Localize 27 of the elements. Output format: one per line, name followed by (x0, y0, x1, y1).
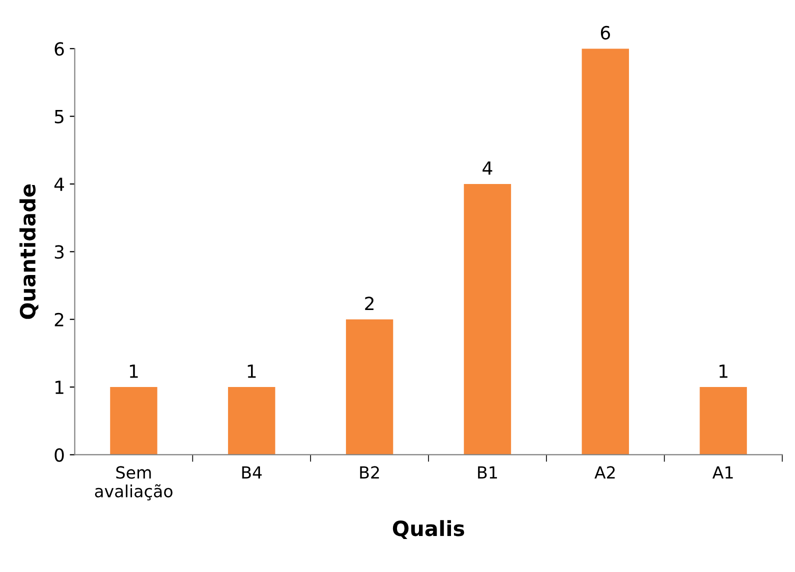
bar (700, 387, 747, 455)
x-tick-label: A2 (594, 466, 615, 479)
y-axis-title: Quantidade (19, 184, 38, 319)
data-label: 4 (482, 162, 492, 175)
bar (582, 48, 629, 455)
data-label: 2 (365, 296, 374, 310)
x-tick-label: B2 (360, 466, 379, 479)
y-tick-label: 4 (54, 178, 64, 191)
bar (464, 184, 512, 455)
bar (346, 319, 394, 455)
x-tick-label: Sem avaliação (95, 466, 172, 500)
x-tick-label: A1 (712, 466, 733, 479)
x-tick-label: B1 (478, 466, 497, 479)
y-tick-label: 6 (54, 42, 64, 56)
x-axis-title: Qualis (392, 520, 464, 539)
y-tick-label: 5 (54, 110, 64, 124)
y-tick-label: 0 (54, 448, 64, 462)
bar (228, 387, 276, 455)
y-tick-label: 3 (54, 245, 64, 259)
data-label: 1 (720, 364, 728, 378)
data-label: 1 (130, 364, 138, 378)
x-tick-label: B4 (242, 466, 262, 479)
y-tick-label: 1 (56, 380, 64, 394)
data-label: 1 (248, 364, 256, 378)
bar (110, 387, 158, 455)
y-tick-label: 2 (54, 312, 64, 326)
data-label: 6 (600, 26, 610, 40)
